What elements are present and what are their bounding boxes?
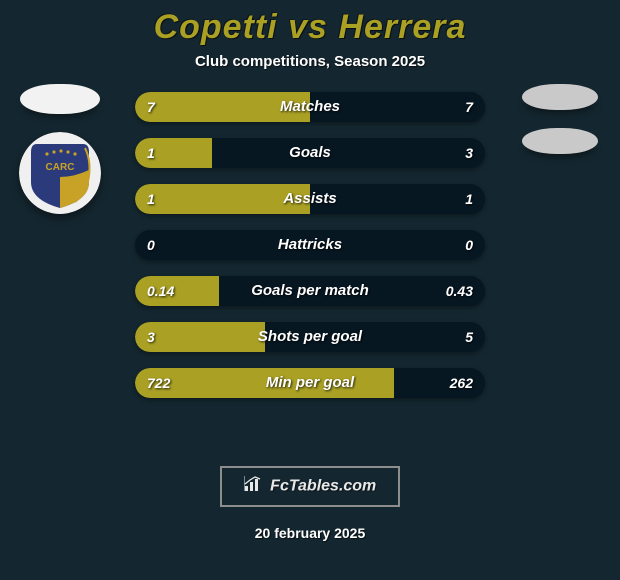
stat-value-left: 1 xyxy=(147,184,155,214)
stat-value-right: 3 xyxy=(465,138,473,168)
stat-row: 7 7 Matches xyxy=(135,92,485,122)
stat-label: Goals xyxy=(289,144,331,161)
club-badge-left: CARC xyxy=(19,132,101,214)
stat-row: 1 3 Goals xyxy=(135,138,485,168)
stat-fill-left xyxy=(135,368,394,398)
stat-value-right: 5 xyxy=(465,322,473,352)
stat-label: Hattricks xyxy=(278,236,342,253)
stat-row: 3 5 Shots per goal xyxy=(135,322,485,352)
avatar-right-silhouette xyxy=(522,84,598,110)
stat-value-right: 7 xyxy=(465,92,473,122)
stat-value-left: 0 xyxy=(147,230,155,260)
avatar-left-silhouette xyxy=(20,84,100,114)
stat-label: Shots per goal xyxy=(258,328,362,345)
stat-value-left: 7 xyxy=(147,92,155,122)
brand-text: FcTables.com xyxy=(270,478,376,495)
club-badge-svg: CARC xyxy=(19,132,101,214)
stat-value-left: 0.14 xyxy=(147,276,174,306)
stat-value-right: 0.43 xyxy=(446,276,473,306)
stat-value-left: 722 xyxy=(147,368,170,398)
comparison-infographic: Copetti vs Herrera Club competitions, Se… xyxy=(0,0,620,580)
stat-row: 1 1 Assists xyxy=(135,184,485,214)
stat-label: Assists xyxy=(283,190,336,207)
brand-box: FcTables.com xyxy=(220,466,401,507)
content-area: CARC 7 7 Matches 1 3 Goals 1 1 Assists 0 0 Hattrick… xyxy=(0,92,620,452)
stat-label: Min per goal xyxy=(266,374,354,391)
svg-text:CARC: CARC xyxy=(46,162,75,173)
subtitle: Club competitions, Season 2025 xyxy=(0,53,620,70)
right-avatar-column xyxy=(510,84,610,172)
left-avatar-column: CARC xyxy=(10,84,110,214)
stats-bars: 7 7 Matches 1 3 Goals 1 1 Assists 0 0 Hattricks 0.14… xyxy=(135,92,485,414)
club-badge-right-placeholder xyxy=(522,128,598,154)
stat-fill-right xyxy=(212,138,485,168)
stat-label: Matches xyxy=(280,98,340,115)
stat-label: Goals per match xyxy=(251,282,369,299)
player2-name: Herrera xyxy=(338,8,466,46)
date-label: 20 february 2025 xyxy=(0,525,620,541)
chart-icon xyxy=(244,476,262,497)
stat-value-right: 1 xyxy=(465,184,473,214)
stat-row: 722 262 Min per goal xyxy=(135,368,485,398)
stat-value-left: 3 xyxy=(147,322,155,352)
player1-name: Copetti xyxy=(154,8,278,46)
vs-label: vs xyxy=(288,8,328,46)
stat-value-right: 262 xyxy=(450,368,473,398)
stat-value-left: 1 xyxy=(147,138,155,168)
stat-row: 0 0 Hattricks xyxy=(135,230,485,260)
stat-value-right: 0 xyxy=(465,230,473,260)
stat-row: 0.14 0.43 Goals per match xyxy=(135,276,485,306)
page-title: Copetti vs Herrera xyxy=(0,8,620,47)
